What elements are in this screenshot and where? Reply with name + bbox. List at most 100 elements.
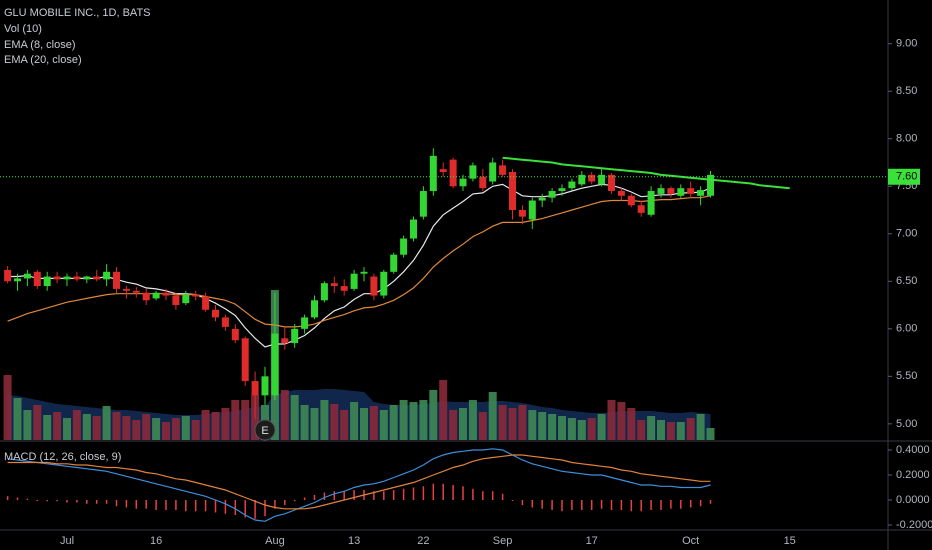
x-tick-label: 15 — [784, 535, 796, 547]
x-tick-label: Oct — [682, 535, 699, 547]
candle-body — [707, 174, 714, 196]
volume-bar — [340, 410, 349, 440]
y-tick-label: 7.00 — [896, 228, 917, 240]
ema-line — [7, 183, 711, 348]
macd-histogram-bar — [630, 500, 633, 512]
candle-body — [509, 172, 516, 211]
y-tick-label: -0.2000 — [896, 519, 932, 531]
y-tick-label: 6.50 — [896, 275, 917, 287]
candle-body — [380, 271, 388, 296]
volume-bar — [647, 416, 656, 440]
last-price-box — [888, 168, 920, 185]
candle-body — [390, 254, 398, 272]
macd-histogram-bar — [452, 485, 454, 500]
volume-bar — [310, 408, 319, 440]
macd-histogram-bar — [16, 497, 19, 500]
macd-legend: MACD (12, 26, close, 9) — [4, 451, 121, 463]
candle-body — [657, 188, 665, 194]
macd-histogram-bar — [551, 500, 553, 510]
macd-histogram-bar — [581, 500, 583, 510]
candle-body — [479, 176, 487, 189]
macd-histogram-bar — [412, 487, 415, 500]
macd-histogram-bar — [402, 488, 405, 500]
volume-bar — [409, 402, 418, 440]
candle-body — [241, 338, 249, 382]
macd-histogram-bar — [194, 500, 197, 512]
macd-histogram-bar — [571, 500, 573, 510]
macd-histogram-bar — [105, 500, 108, 504]
volume-bar — [617, 402, 626, 440]
y-tick-label: 5.50 — [896, 370, 917, 382]
candle-body — [231, 328, 239, 341]
candle-body — [677, 188, 685, 196]
volume-bar — [508, 408, 517, 440]
candle-body — [212, 309, 219, 318]
candle-body — [73, 276, 81, 280]
volume-bar — [13, 398, 22, 440]
volume-bar — [478, 412, 487, 440]
candle-body — [588, 174, 596, 182]
candle-body — [162, 292, 170, 296]
macd-histogram-bar — [125, 500, 128, 508]
macd-histogram-bar — [432, 483, 435, 500]
candle-body — [568, 181, 576, 189]
volume-bar — [498, 405, 507, 440]
candle-body — [4, 269, 12, 282]
volume-bar — [538, 412, 547, 440]
macd-histogram-bar — [185, 500, 187, 512]
macd-histogram-bar — [511, 500, 514, 501]
candle-body — [687, 188, 695, 194]
volume-bar — [112, 412, 121, 440]
macd-histogram-bar — [224, 500, 227, 514]
candle-body — [469, 165, 477, 179]
macd-histogram-bar — [76, 500, 78, 503]
earnings-label: E — [261, 425, 268, 437]
candle-body — [311, 300, 318, 318]
candle-body — [598, 174, 606, 185]
macd-histogram-bar — [392, 490, 395, 500]
macd-histogram-bar — [620, 500, 623, 510]
volume-bar — [241, 400, 250, 440]
volume-bar — [3, 375, 12, 440]
volume-bar — [300, 405, 309, 440]
volume-bar — [201, 410, 210, 440]
candle-body — [192, 294, 200, 297]
macd-histogram-bar — [115, 500, 118, 507]
macd-histogram-bar — [254, 500, 256, 519]
volume-bar — [23, 410, 32, 440]
macd-histogram-bar — [472, 488, 474, 500]
candle-body — [647, 191, 655, 215]
macd-histogram-bar — [6, 496, 9, 500]
candle-body — [340, 286, 348, 291]
ema-legend: EMA (8, close) — [4, 39, 76, 51]
volume-bar — [280, 390, 289, 440]
macd-histogram-bar — [284, 500, 286, 505]
volume-bar — [102, 406, 111, 440]
volume-bar — [429, 390, 438, 440]
candle-body — [608, 174, 615, 192]
volume-bar — [439, 380, 448, 440]
candle-body — [301, 317, 309, 329]
candle-body — [33, 271, 41, 287]
volume-bar — [686, 418, 695, 440]
candle-body — [667, 188, 675, 194]
macd-histogram-bar — [204, 500, 207, 512]
macd-histogram-bar — [36, 500, 39, 501]
volume-bar — [211, 412, 220, 440]
x-tick-label: 22 — [417, 535, 429, 547]
macd-histogram-bar — [353, 490, 355, 500]
volume-bar — [171, 418, 180, 440]
macd-pane — [6, 448, 712, 522]
macd-histogram-bar — [482, 491, 484, 500]
macd-histogram-bar — [501, 493, 504, 500]
macd-histogram-bar — [462, 486, 464, 500]
candle-body — [439, 169, 447, 173]
candle-body — [429, 155, 437, 192]
candle-body — [221, 317, 229, 327]
volume-bar — [142, 414, 151, 440]
volume-bar — [181, 416, 190, 440]
candle-body — [410, 219, 417, 239]
candle-body — [142, 292, 150, 301]
price-pane: E — [0, 148, 888, 441]
